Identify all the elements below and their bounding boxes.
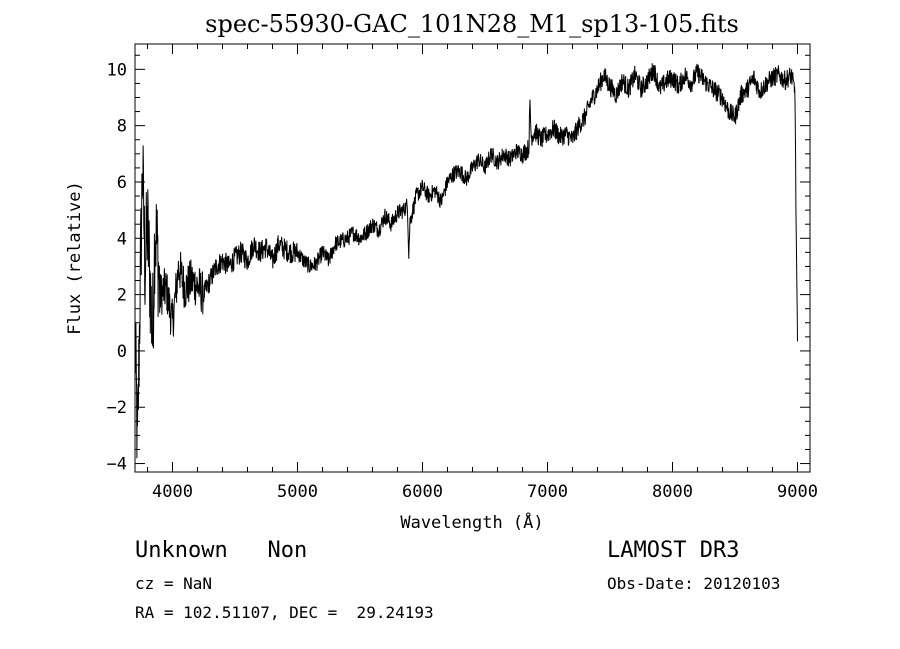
x-axis: 4000 5000 6000 7000 8000 9000 [147, 44, 818, 502]
plot-frame [134, 43, 811, 473]
y-axis-label: Flux (relative) [65, 181, 85, 335]
spectrum-line [134, 63, 798, 459]
y-tick-label: 0 [117, 342, 127, 362]
y-tick-label: 6 [117, 173, 127, 193]
survey-name: LAMOST DR3 [607, 538, 740, 563]
object-class: Unknown Non [135, 538, 308, 563]
x-tick-label: 9000 [777, 482, 818, 502]
y-tick-label: −2 [107, 398, 127, 418]
x-tick-label: 4000 [152, 482, 193, 502]
chart-title: spec-55930-GAC_101N28_M1_sp13-105.fits [205, 10, 739, 38]
y-tick-label: −4 [107, 455, 127, 475]
x-tick-label: 8000 [652, 482, 693, 502]
x-tick-label: 5000 [277, 482, 318, 502]
coordinates: RA = 102.51107, DEC = 29.24193 [135, 603, 434, 622]
y-tick-label: 10 [107, 60, 127, 80]
redshift-info: cz = NaN [135, 574, 213, 593]
plot-area: 4000 5000 6000 7000 8000 9000 −4 −2 0 2 4 6 8 10 [107, 43, 818, 502]
y-axis: −4 −2 0 2 4 6 8 10 [107, 54, 810, 475]
observation-date: Obs-Date: 20120103 [607, 574, 781, 593]
y-tick-label: 2 [117, 286, 127, 306]
y-tick-label: 4 [117, 229, 127, 249]
y-tick-label: 8 [117, 117, 127, 137]
x-tick-label: 7000 [527, 482, 568, 502]
x-axis-label: Wavelength (Å) [400, 511, 543, 533]
x-tick-label: 6000 [402, 482, 443, 502]
